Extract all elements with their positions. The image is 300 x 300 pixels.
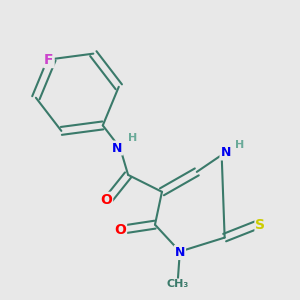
- Text: O: O: [114, 223, 126, 237]
- Text: F: F: [44, 53, 54, 67]
- Text: H: H: [128, 133, 138, 143]
- Text: S: S: [256, 218, 266, 232]
- Text: N: N: [175, 246, 185, 259]
- Text: N: N: [220, 146, 231, 160]
- Text: N: N: [112, 142, 122, 154]
- Text: H: H: [235, 140, 244, 150]
- Text: CH₃: CH₃: [167, 279, 189, 290]
- Text: O: O: [100, 193, 112, 207]
